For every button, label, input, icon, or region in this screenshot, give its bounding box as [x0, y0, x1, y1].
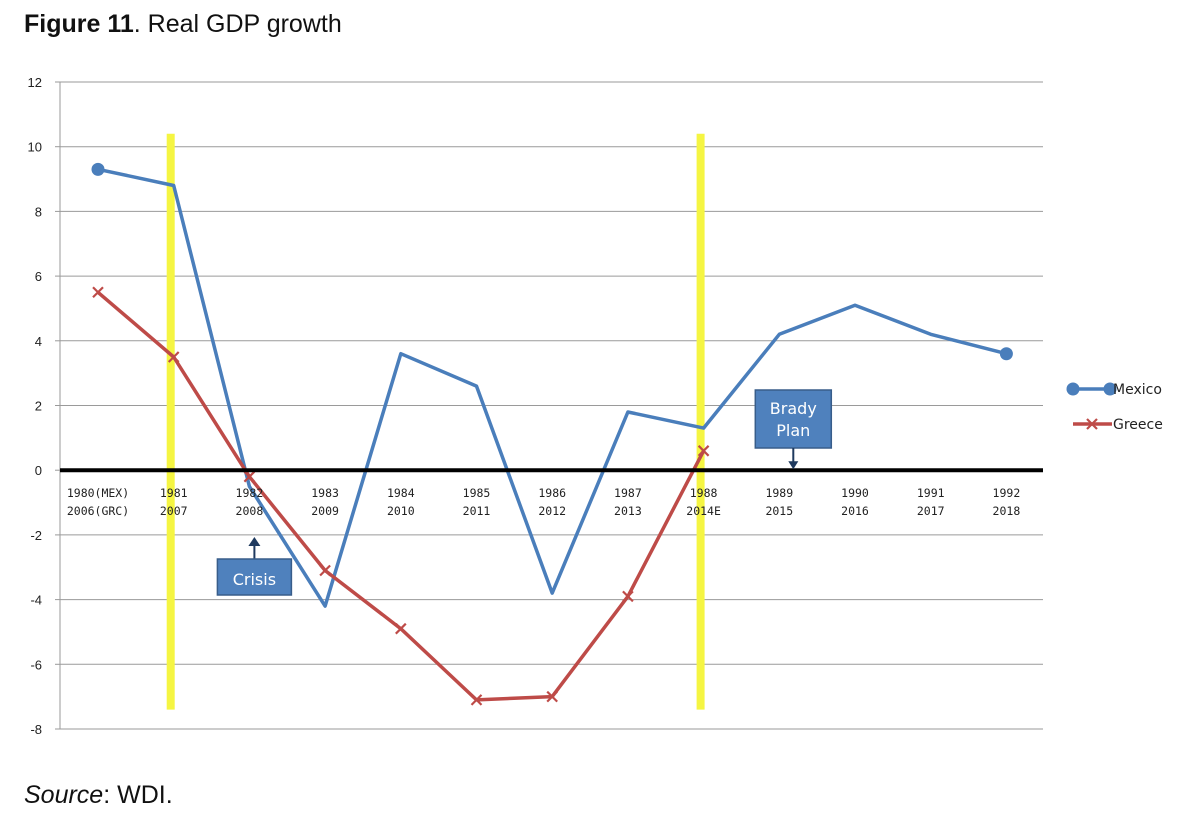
- x-tick-label-grc: 2013: [614, 504, 642, 518]
- arrow-head-icon: [788, 461, 799, 470]
- source-text: : WDI.: [103, 781, 173, 809]
- y-tick-label: 12: [28, 75, 42, 90]
- x-axis-ticks: 1980(MEX) 2006(GRC) 1981 2007 1982 2008 1983 20…: [67, 486, 1020, 518]
- x-tick-label-mex: 1986: [538, 486, 566, 500]
- legend: Mexico Greece: [1066, 382, 1163, 433]
- x-tick-label-grc: 2015: [765, 504, 793, 518]
- y-tick-label: -2: [30, 528, 42, 543]
- legend-marker: [1066, 382, 1080, 396]
- greece-point: [697, 445, 710, 457]
- annotation-crisis: Crisis: [216, 537, 293, 596]
- greece-point: [395, 622, 407, 635]
- x-tick-label-mex: 1983: [311, 486, 339, 500]
- y-tick-label: 8: [35, 204, 42, 219]
- x-tick-label-grc: 2016: [841, 504, 869, 518]
- x-tick-label-mex: 1989: [765, 486, 793, 500]
- y-tick-label: 2: [35, 399, 42, 414]
- greece-point: [546, 690, 558, 703]
- source-note: Source: WDI.: [24, 781, 173, 810]
- x-tick-label-grc: 2009: [311, 504, 339, 518]
- series-line-mexico: [97, 167, 1007, 608]
- annotations: Crisis Brady Plan: [216, 389, 833, 596]
- x-tick-label-grc: 2006(GRC): [67, 504, 129, 518]
- figure-label: Figure 11: [24, 10, 134, 38]
- x-tick-label-mex: 1991: [917, 486, 945, 500]
- x-tick-label-mex: 1987: [614, 486, 642, 500]
- mexico-point: [91, 162, 105, 176]
- greece-point: [622, 590, 634, 603]
- annotation-text: Brady: [770, 399, 817, 418]
- greece-point: [319, 564, 331, 577]
- annotation-brady-plan: Brady Plan: [754, 389, 833, 470]
- x-tick-label-mex: 1988: [690, 486, 718, 500]
- y-tick-label: -4: [30, 593, 42, 608]
- x-tick-label-grc: 2014E: [686, 504, 721, 518]
- greece-point: [167, 351, 180, 363]
- x-tick-label-grc: 2007: [160, 504, 188, 518]
- x-tick-label-grc: 2017: [917, 504, 945, 518]
- x-tick-label-mex: 1984: [387, 486, 415, 500]
- x-tick-label-grc: 2010: [387, 504, 415, 518]
- annotation-box: [754, 389, 833, 449]
- annotation-text: Plan: [776, 421, 810, 440]
- arrow-head-icon: [248, 537, 261, 546]
- greece-point: [470, 694, 483, 706]
- y-tick-label: -6: [30, 657, 42, 672]
- event-markers: [166, 133, 705, 710]
- x-tick-label-mex: 1982: [236, 486, 264, 500]
- annotation-box: [216, 558, 293, 596]
- x-tick-label-mex: 1992: [993, 486, 1021, 500]
- x-tick-label-mex: 1981: [160, 486, 188, 500]
- y-tick-label: 10: [28, 140, 42, 155]
- legend-marker: [1086, 418, 1098, 430]
- y-axis-ticks: 12 10 8 6 4 2 0 -2 -4 -6 -8: [28, 75, 42, 737]
- x-tick-label-grc: 2012: [538, 504, 566, 518]
- figure-title: Figure 11. Real GDP growth: [24, 10, 342, 39]
- series-lines: [91, 162, 1013, 706]
- x-tick-label-mex: 1990: [841, 486, 869, 500]
- mexico-point: [999, 347, 1013, 361]
- legend-marker: [1103, 382, 1117, 396]
- y-tick-label: 0: [35, 463, 42, 478]
- x-tick-label-mex: 1985: [463, 486, 491, 500]
- y-gridlines: [55, 81, 1043, 730]
- source-label: Source: [24, 781, 104, 809]
- x-tick-label-mex: 1980(MEX): [67, 486, 129, 500]
- legend-label-greece: Greece: [1113, 417, 1163, 433]
- annotation-text: Crisis: [233, 570, 276, 589]
- x-tick-label-grc: 2018: [993, 504, 1021, 518]
- y-tick-label: 4: [35, 334, 42, 349]
- x-tick-label-grc: 2011: [463, 504, 491, 518]
- greece-point: [243, 470, 256, 483]
- y-tick-label: -8: [30, 722, 42, 737]
- y-tick-label: 6: [35, 269, 42, 284]
- x-tick-label-grc: 2008: [236, 504, 264, 518]
- greece-point: [92, 286, 104, 299]
- figure-caption: . Real GDP growth: [133, 10, 342, 38]
- legend-label-mexico: Mexico: [1113, 382, 1162, 398]
